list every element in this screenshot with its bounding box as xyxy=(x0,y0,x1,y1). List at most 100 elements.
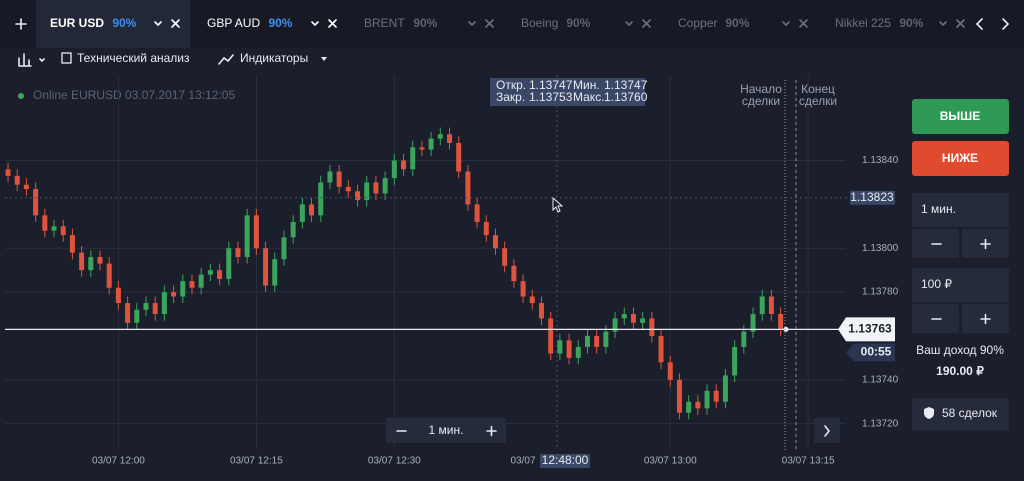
chart-type[interactable] xyxy=(18,53,45,67)
candle-body xyxy=(474,204,480,222)
crosshair-time-bg xyxy=(540,454,590,468)
candle-body xyxy=(640,318,646,323)
candle-body xyxy=(483,221,489,236)
candle-body xyxy=(529,296,535,304)
candle-body xyxy=(492,235,498,249)
candle-body xyxy=(584,335,590,347)
x-tick-label: 03/07 13:00 xyxy=(644,456,697,467)
candle-body xyxy=(704,390,710,409)
candle-body xyxy=(520,281,526,297)
candle-body xyxy=(272,259,278,286)
start-marker-label: Начало xyxy=(740,82,782,96)
amount: 100 ₽ xyxy=(921,277,952,291)
tab-payout: 90% xyxy=(725,16,749,30)
ohlc-box: Откр. 1.13747 Мин. 1.13747 Закр. 1.13753… xyxy=(490,78,648,106)
candle-body xyxy=(152,303,158,315)
online-dot xyxy=(18,93,24,99)
tab-prev[interactable] xyxy=(975,18,983,30)
income-label: Ваш доход 90% xyxy=(916,343,1004,357)
x-tick-label: 03/07 12:00 xyxy=(92,456,145,467)
candle-body xyxy=(603,331,609,347)
x-tick-label: 03/07 13:15 xyxy=(782,456,835,467)
candle-body xyxy=(768,296,774,315)
scroll-right[interactable] xyxy=(814,418,840,443)
tab-payout: 90% xyxy=(899,16,923,30)
candle-body xyxy=(60,226,66,236)
crosshair-price-bg xyxy=(850,190,895,205)
tab[interactable]: Copper 90% xyxy=(678,16,808,30)
candle-body xyxy=(244,215,250,258)
candle-body xyxy=(419,147,425,150)
candle-body xyxy=(299,204,305,222)
candle-body xyxy=(750,314,756,332)
tab-active-bg xyxy=(36,0,190,48)
tab-close xyxy=(956,19,965,28)
end-marker-label: сделки xyxy=(799,94,837,108)
tab-menu xyxy=(311,21,319,27)
zoom-in[interactable] xyxy=(486,425,497,437)
indicators-label: Индикаторы xyxy=(240,51,308,65)
ohlc-value: 1.13753 xyxy=(529,90,573,104)
candle-body xyxy=(649,318,655,336)
y-tick-label: 1.13720 xyxy=(862,418,899,429)
candle-body xyxy=(621,314,627,319)
candle-body xyxy=(125,303,131,323)
candle-body xyxy=(217,270,223,279)
duration: 1 мин. xyxy=(921,202,956,216)
candle-body xyxy=(79,252,85,271)
zoom-label: 1 мин. xyxy=(429,423,464,437)
candle-body xyxy=(171,292,177,297)
tab-close xyxy=(171,19,180,28)
candle-body xyxy=(428,138,434,150)
candle-body xyxy=(318,182,324,216)
candle-body xyxy=(502,248,508,266)
timer: 00:55 xyxy=(861,345,892,359)
candle-body xyxy=(235,248,241,258)
candle-body xyxy=(207,270,213,275)
candle-body xyxy=(630,314,636,323)
tab-label: Boeing xyxy=(521,16,558,30)
candle-body xyxy=(465,171,471,205)
candle-body xyxy=(437,134,443,139)
deals-button[interactable]: 58 сделок xyxy=(912,398,1009,430)
tab-label: EUR USD xyxy=(50,16,104,30)
analysis-button[interactable]: Технический анализ xyxy=(61,51,190,65)
candle-body xyxy=(115,287,121,304)
candle-body xyxy=(281,237,287,260)
tab[interactable]: BRENT 90% xyxy=(364,16,494,30)
candle-body xyxy=(345,186,351,192)
add-tab[interactable] xyxy=(15,18,27,30)
tab-next[interactable] xyxy=(1002,18,1010,30)
tab[interactable]: EUR USD 90% xyxy=(36,0,190,48)
candle-body xyxy=(391,160,397,179)
duration-box[interactable] xyxy=(912,193,1009,227)
indicators-button[interactable]: Индикаторы xyxy=(218,51,327,65)
tab[interactable]: Boeing 90% xyxy=(521,16,651,30)
start-marker-label: сделки xyxy=(742,94,780,108)
up-button[interactable]: ВЫШЕ xyxy=(912,99,1009,134)
ohlc-label: Мин. xyxy=(573,78,600,92)
tab-close xyxy=(328,19,337,28)
tab-payout: 90% xyxy=(413,16,437,30)
candle-body xyxy=(722,375,728,402)
tab-label: Nikkei 225 xyxy=(835,16,891,30)
tab-payout: 90% xyxy=(268,16,292,30)
candle-body xyxy=(566,340,572,358)
down-button[interactable]: НИЖЕ xyxy=(912,141,1009,176)
amount-box[interactable] xyxy=(912,268,1009,302)
ohlc-value: 1.13760 xyxy=(604,90,648,104)
candle-body xyxy=(658,335,664,363)
candle-body xyxy=(667,362,673,380)
end-marker-label: Конец xyxy=(801,82,835,96)
tab-close xyxy=(799,19,808,28)
y-tick-label: 1.13840 xyxy=(862,155,899,166)
tab[interactable]: GBP AUD 90% xyxy=(207,16,337,30)
candle-body xyxy=(732,346,738,376)
crosshair-price: 1.13823 xyxy=(850,190,894,204)
tab[interactable]: Nikkei 225 90% xyxy=(835,16,965,30)
candle-body xyxy=(51,226,57,231)
candle-body xyxy=(97,257,103,264)
tab-label: BRENT xyxy=(364,16,405,30)
tab-label: GBP AUD xyxy=(207,16,260,30)
